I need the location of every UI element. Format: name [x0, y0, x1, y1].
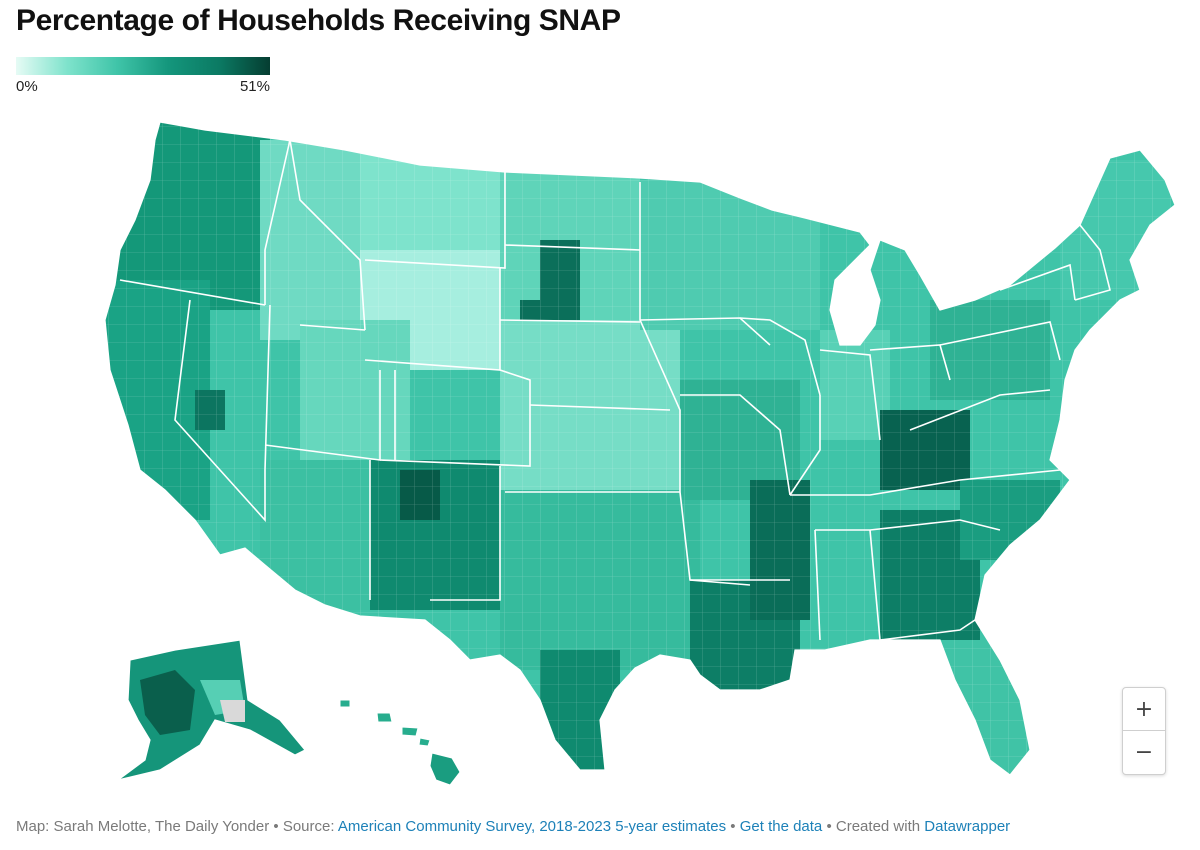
- us-choropleth-map[interactable]: [0, 100, 1200, 800]
- source-prefix: Source:: [282, 818, 335, 835]
- separator: •: [826, 818, 832, 835]
- footer-credits: Map: Sarah Melotte, The Daily Yonder • S…: [16, 818, 1010, 835]
- datawrapper-link[interactable]: Datawrapper: [924, 818, 1011, 835]
- hawaii-shape[interactable]: [339, 699, 461, 786]
- legend-min-label: 0%: [16, 78, 38, 95]
- legend-max-label: 51%: [239, 78, 270, 95]
- zoom-control: + −: [1122, 687, 1166, 775]
- zoom-in-button[interactable]: +: [1134, 696, 1154, 722]
- color-legend: 0% 51%: [16, 57, 270, 96]
- map-title: Percentage of Households Receiving SNAP: [16, 4, 621, 37]
- map-credit: Map: Sarah Melotte, The Daily Yonder: [16, 818, 270, 835]
- get-data-link[interactable]: Get the data: [739, 818, 823, 835]
- state-boundaries: [119, 139, 1111, 641]
- alaska-shape[interactable]: [117, 639, 306, 781]
- legend-gradient-bar: [16, 57, 270, 75]
- separator: •: [273, 818, 279, 835]
- zoom-out-button[interactable]: −: [1123, 730, 1165, 773]
- source-link[interactable]: American Community Survey, 2018-2023 5-y…: [337, 818, 727, 835]
- separator: •: [730, 818, 736, 835]
- created-prefix: Created with: [835, 818, 921, 835]
